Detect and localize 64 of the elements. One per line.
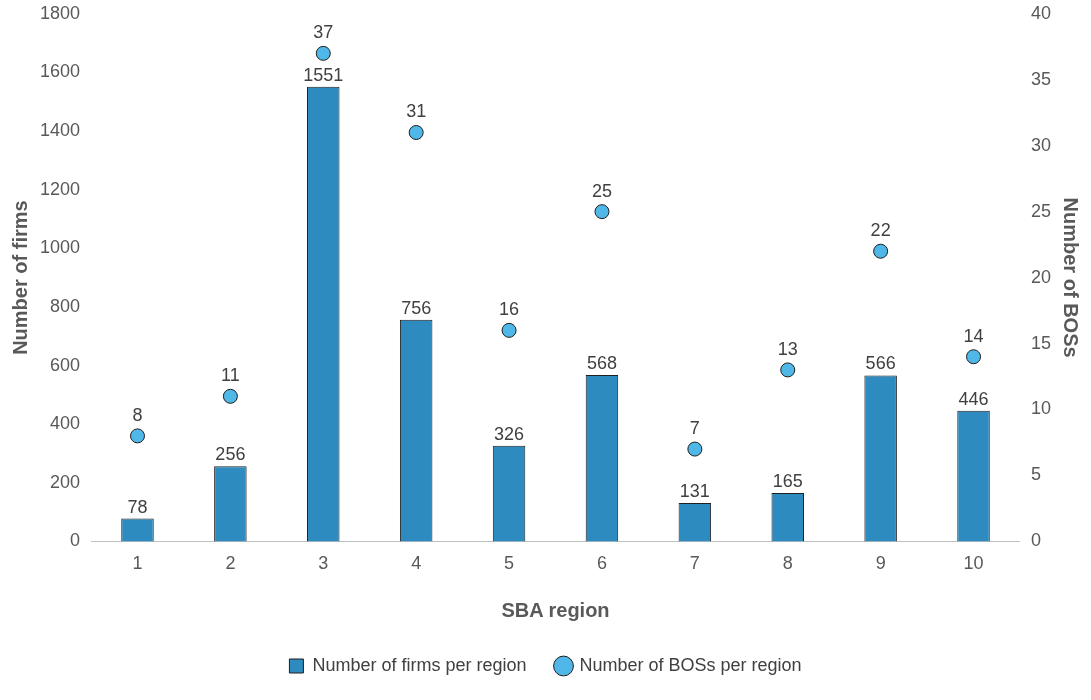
point	[780, 362, 796, 378]
y2-tick-label: 30	[1030, 134, 1052, 155]
x-tick-label: 2	[225, 553, 236, 574]
x-tick-label: 1	[132, 553, 143, 574]
y2-axis-title: Number of BOSs	[1060, 197, 1083, 358]
point	[129, 428, 145, 444]
data-label: 566	[865, 353, 896, 374]
x-tick-label: 10	[963, 553, 984, 574]
data-label: 78	[127, 496, 148, 517]
data-label: 326	[494, 423, 525, 444]
data-label: 256	[215, 444, 246, 465]
point	[594, 204, 610, 220]
data-label: 131	[679, 480, 710, 501]
y-tick-label: 600	[50, 354, 81, 375]
data-label: 16	[499, 299, 520, 320]
x-tick-label: 3	[318, 553, 329, 574]
y-tick-label: 0	[70, 530, 81, 551]
data-label: 22	[870, 220, 891, 241]
y-tick-label: 400	[50, 413, 81, 434]
point	[315, 45, 331, 61]
data-label: 14	[963, 325, 984, 346]
y-tick-label: 1400	[40, 120, 81, 141]
y-tick-label: 1800	[40, 2, 81, 23]
legend-label: Number of firms per region	[312, 654, 527, 675]
x-tick-label: 7	[689, 553, 700, 574]
data-label: 568	[586, 352, 617, 373]
point	[408, 125, 424, 141]
y-tick-label: 1000	[40, 237, 81, 258]
point	[222, 388, 238, 404]
x-tick-label: 4	[411, 553, 422, 574]
x-tick-label: 6	[596, 553, 607, 574]
data-label: 37	[313, 22, 334, 43]
data-label: 13	[777, 338, 798, 359]
x-tick-label: 9	[875, 553, 886, 574]
data-label: 1551	[303, 64, 344, 85]
data-label: 446	[958, 388, 989, 409]
point	[687, 441, 703, 457]
y2-tick-label: 0	[1030, 530, 1041, 551]
y2-tick-label: 5	[1030, 464, 1041, 485]
x-tick-label: 5	[504, 553, 515, 574]
y2-tick-label: 25	[1030, 200, 1052, 221]
data-label: 25	[591, 180, 612, 201]
y2-tick-label: 10	[1030, 398, 1052, 419]
legend-label: Number of BOSs per region	[579, 654, 802, 675]
point	[873, 243, 889, 259]
y2-tick-label: 35	[1030, 68, 1052, 89]
y2-tick-label: 20	[1030, 266, 1052, 287]
y-tick-label: 1200	[40, 178, 81, 199]
y-tick-label: 200	[50, 471, 81, 492]
data-label: 31	[406, 101, 427, 122]
y-axis-title: Number of firms	[8, 200, 31, 355]
y2-tick-label: 15	[1030, 332, 1052, 353]
point	[966, 349, 982, 365]
data-label: 7	[689, 418, 700, 439]
data-label: 8	[132, 404, 143, 425]
data-label: 165	[772, 471, 803, 492]
x-tick-label: 8	[782, 553, 793, 574]
data-label: 11	[221, 365, 240, 386]
x-axis-title: SBA region	[501, 598, 610, 621]
point	[501, 322, 517, 338]
y-tick-label: 800	[50, 295, 81, 316]
y2-tick-label: 40	[1030, 2, 1052, 23]
y-tick-label: 1600	[40, 61, 81, 82]
data-label: 756	[401, 297, 432, 318]
